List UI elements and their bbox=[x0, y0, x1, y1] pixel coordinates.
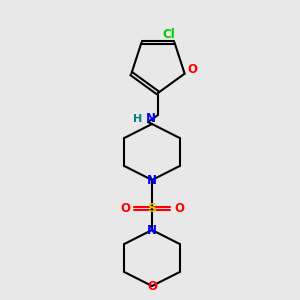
Text: O: O bbox=[120, 202, 130, 214]
Text: N: N bbox=[147, 224, 157, 236]
Text: N: N bbox=[146, 112, 156, 125]
Text: O: O bbox=[188, 63, 198, 76]
Text: O: O bbox=[147, 280, 157, 292]
Text: S: S bbox=[148, 202, 157, 214]
Text: Cl: Cl bbox=[162, 28, 175, 41]
Text: H: H bbox=[134, 114, 142, 124]
Text: O: O bbox=[174, 202, 184, 214]
Text: N: N bbox=[147, 173, 157, 187]
